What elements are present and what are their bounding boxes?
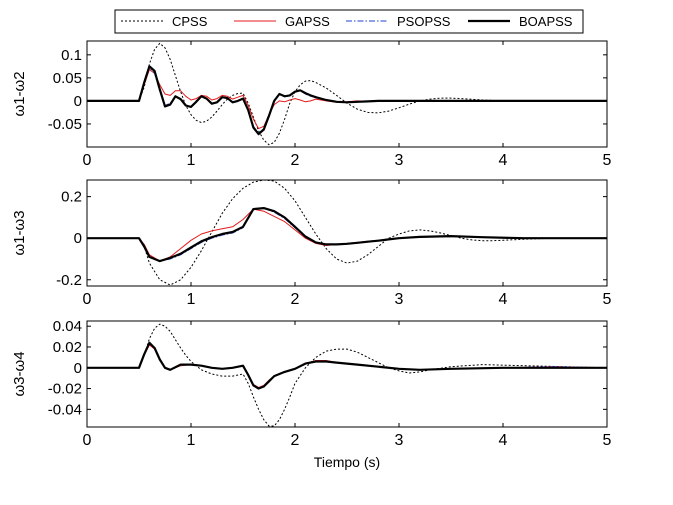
x-tick-label: 3 [395, 152, 404, 169]
legend-label-gapss: GAPSS [285, 14, 330, 29]
x-tick-label: 4 [499, 291, 508, 308]
x-axis-label: Tiempo (s) [314, 454, 380, 470]
y-tick-label: 0.05 [53, 70, 82, 87]
x-tick-label: 1 [187, 432, 196, 449]
x-tick-label: 1 [187, 152, 196, 169]
legend-label-cpss: CPSS [172, 14, 208, 29]
axes-frame [86, 40, 608, 148]
y-tick-label: -0.2 [56, 272, 82, 289]
subplot-3: 0 1 2 3 4 5 -0.04 -0.02 0 0.02 0.04 ω3-ω4 Tiempo (s) [11, 318, 612, 470]
x-tick-label: 5 [603, 432, 612, 449]
series-group [87, 180, 607, 286]
subplot-2: 0 1 2 3 4 5-0.200.2ω1-ω3 [11, 179, 612, 308]
y-tick-label: 0.02 [53, 339, 82, 356]
x-tick-label: 2 [291, 432, 300, 449]
x-tick-label: 3 [395, 432, 404, 449]
series-line-boapss [87, 65, 607, 136]
x-tick-label: 1 [187, 291, 196, 308]
y-tick-label: 0.2 [61, 189, 82, 206]
x-tick-label: 4 [499, 152, 508, 169]
x-tick-label: 2 [291, 152, 300, 169]
y-tick-label: 0 [74, 360, 82, 377]
series-line-cpss [87, 323, 607, 427]
y-tick-label: 0.1 [61, 47, 82, 64]
series-line-boapss [87, 207, 607, 263]
series-line-cpss [87, 180, 607, 286]
y-axis-label: ω1-ω2 [11, 71, 28, 116]
x-tick-label: 0 [83, 291, 92, 308]
axes-frame [86, 320, 608, 428]
x-tick-label: 5 [603, 152, 612, 169]
y-tick-label: 0 [74, 93, 82, 110]
x-tick-label: 4 [499, 432, 508, 449]
series-group [87, 42, 607, 146]
series-group [87, 323, 607, 427]
y-tick-label: -0.05 [48, 116, 82, 133]
x-tick-label: 5 [603, 291, 612, 308]
y-tick-label: 0.04 [53, 318, 82, 335]
y-tick-label: -0.04 [48, 401, 82, 418]
y-tick-label: 0 [74, 230, 82, 247]
y-tick-label: -0.02 [48, 381, 82, 398]
subplot-1: 0 1 2 3 4 5 -0.05 0 0.05 0.1 ω1-ω2 [11, 40, 612, 169]
y-axis-label: ω3-ω4 [11, 351, 28, 396]
series-line-boapss [87, 341, 607, 390]
x-tick-label: 3 [395, 291, 404, 308]
legend: CPSS GAPSS PSOPSS BOAPSS [114, 9, 584, 34]
x-tick-label: 2 [291, 291, 300, 308]
axes-frame [86, 179, 608, 287]
x-tick-label: 0 [83, 432, 92, 449]
y-axis-label: ω1-ω3 [11, 210, 28, 255]
legend-label-psopss: PSOPSS [397, 14, 451, 29]
legend-label-boapss: BOAPSS [519, 14, 573, 29]
x-tick-label: 0 [83, 152, 92, 169]
